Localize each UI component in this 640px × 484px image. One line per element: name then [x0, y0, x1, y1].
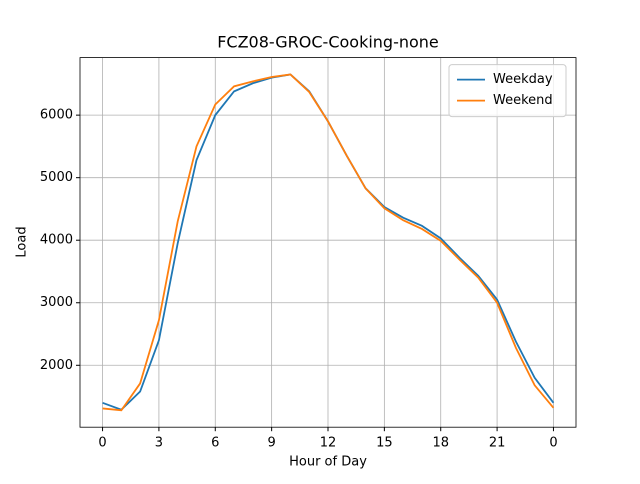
- y-tick-label: 4000: [40, 233, 73, 248]
- x-tick-label: 9: [267, 436, 275, 451]
- line-series: [102, 73, 555, 412]
- plot-area: 0 3 6 9 12 15 18 21 0 2000 3000 4000 5000 6000 Weekday…: [40, 57, 577, 451]
- y-tick-label: 6000: [40, 108, 73, 123]
- x-tick-label: 18: [432, 436, 449, 451]
- y-tick-label: 2000: [40, 358, 73, 373]
- legend-label: Weekend: [493, 93, 553, 108]
- x-tick-label: 21: [489, 436, 506, 451]
- y-axis-label: Load: [15, 226, 30, 257]
- x-tick-label: 0: [98, 436, 106, 451]
- chart-title: FCZ08-GROC-Cooking-none: [217, 33, 439, 52]
- y-tick-label: 3000: [40, 295, 73, 310]
- x-tick-label: 12: [320, 436, 337, 451]
- y-tick-label: 5000: [40, 170, 73, 185]
- axes-frame: [79, 57, 577, 428]
- x-tick-label: 0: [549, 436, 557, 451]
- legend-box: [448, 64, 567, 118]
- x-tick-label: 6: [211, 436, 219, 451]
- x-tick-label: 3: [155, 436, 163, 451]
- x-tick-label: 15: [376, 436, 393, 451]
- legend-label: Weekday: [493, 72, 553, 87]
- x-axis-label: Hour of Day: [289, 455, 367, 470]
